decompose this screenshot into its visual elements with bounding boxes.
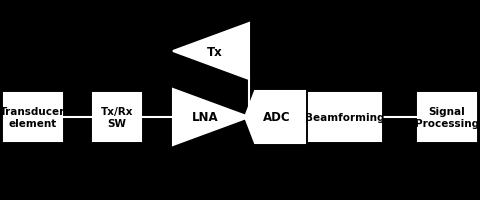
Polygon shape [173,90,249,145]
Text: Tx: Tx [206,45,222,58]
Text: Transducer
element: Transducer element [0,107,65,128]
Polygon shape [244,92,304,143]
Bar [417,94,475,141]
Bar [4,94,62,141]
Bar [93,94,141,141]
Text: Tx/Rx
SW: Tx/Rx SW [100,107,133,128]
Text: ADC: ADC [262,111,290,124]
Text: Signal
Processing: Signal Processing [414,107,478,128]
Polygon shape [173,24,249,80]
Text: Beamforming: Beamforming [305,112,384,122]
Bar [308,94,380,141]
Text: LNA: LNA [192,111,218,124]
